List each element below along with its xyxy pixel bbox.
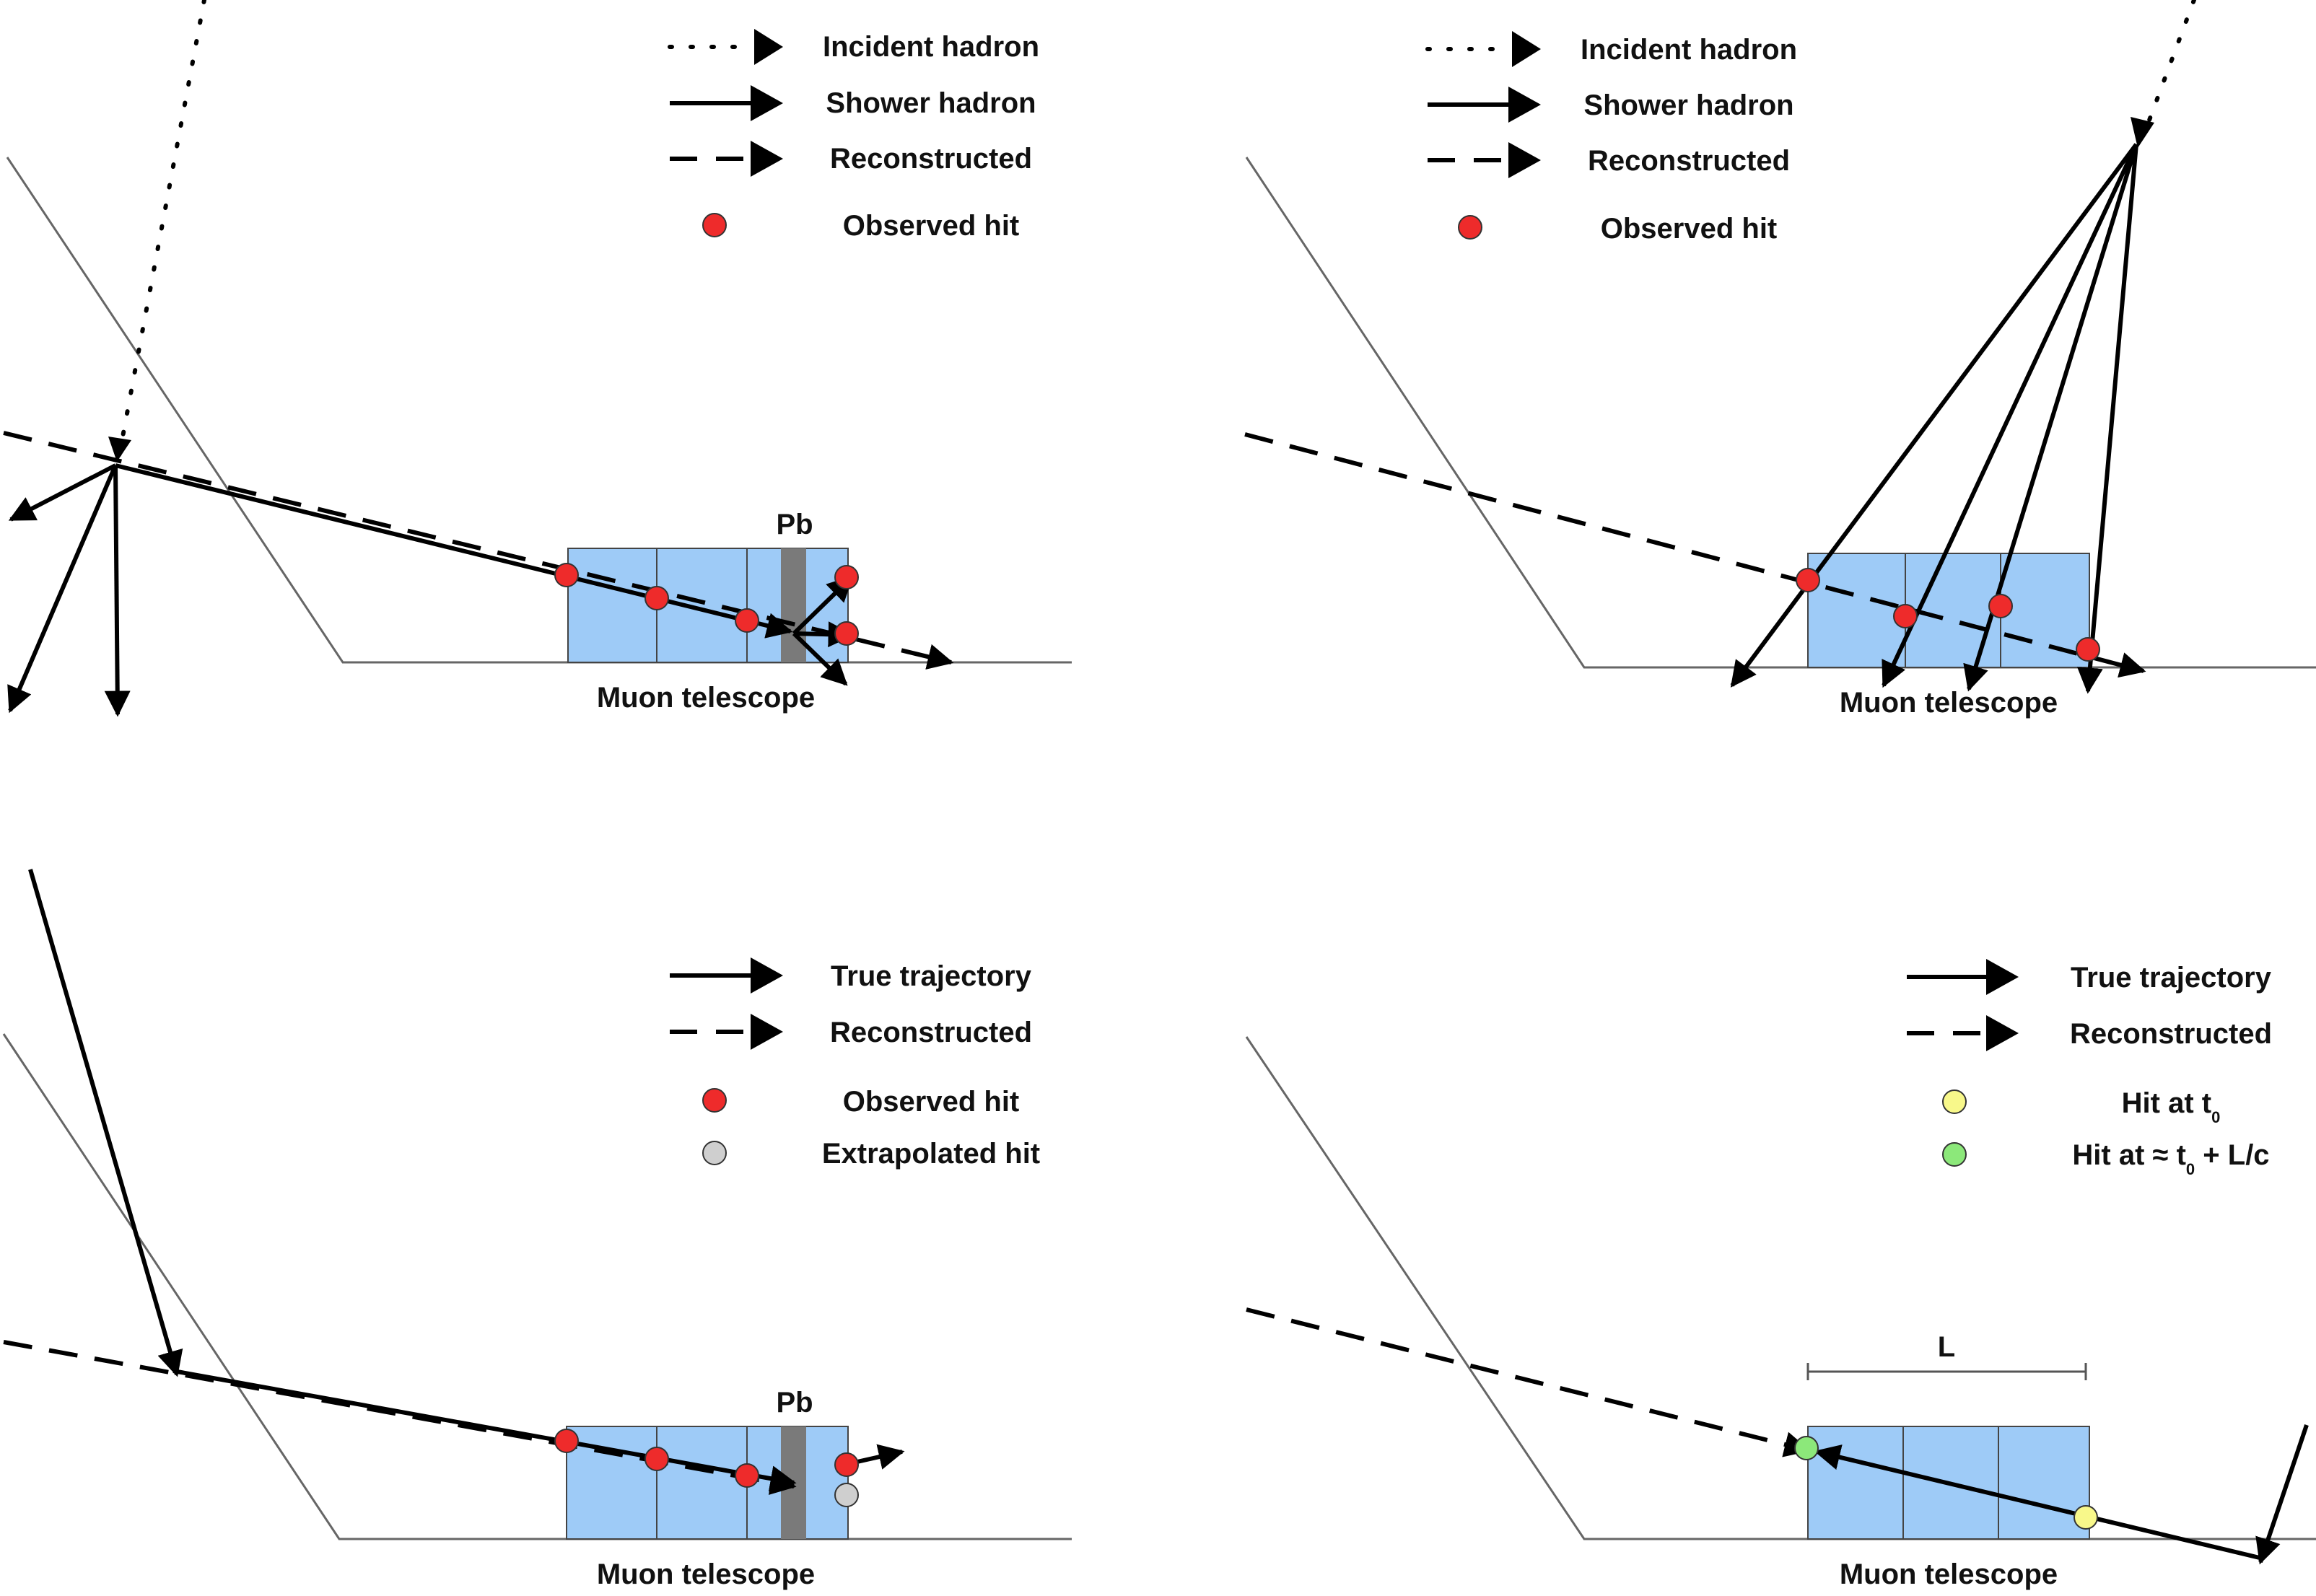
legend-arrowhead <box>754 29 783 65</box>
legend-arrowhead <box>1512 31 1541 67</box>
legend-label-subscript: 0 <box>2211 1108 2220 1126</box>
legend-arrowhead <box>751 141 783 177</box>
observed-hit <box>735 1463 759 1488</box>
incident-hadron-track <box>117 0 206 458</box>
shower-hadron-track <box>104 465 131 717</box>
legend-hit-marker <box>702 213 727 237</box>
observed-hit <box>1988 594 2013 618</box>
legend-hit-tof-marker <box>1942 1142 1967 1167</box>
shower-hadron-track <box>1882 143 2138 688</box>
extrapolated-hit <box>834 1483 859 1507</box>
observed-hit <box>834 621 859 646</box>
legend-label: Hit at t0 <box>2122 1087 2221 1126</box>
legend-label: Extrapolated hit <box>822 1138 1040 1170</box>
true-trajectory <box>172 1369 797 1491</box>
legend-label: Reconstructed <box>2070 1018 2272 1050</box>
shower-hadron-track <box>115 463 793 639</box>
legend-arrowhead <box>1986 959 2019 995</box>
legend: True trajectory Reconstructed Observed h… <box>670 957 1040 1170</box>
true-trajectory <box>28 869 183 1377</box>
legend-label: Hit at ≈ t0 + L/c <box>2072 1139 2269 1178</box>
legend-hit-t0-marker <box>1942 1089 1967 1114</box>
legend: Incident hadron Shower hadron Reconstruc… <box>668 29 1039 242</box>
panel-bottom-left: Pb Muon telescope True trajectory Recons… <box>2 869 1072 1590</box>
telescope-label: Muon telescope <box>597 682 815 714</box>
legend-label: Incident hadron <box>823 31 1039 63</box>
panel-bottom-right: Muon telescope L True trajectory Reconst… <box>1245 959 2316 1590</box>
reconstructed-track <box>1246 1307 1811 1457</box>
observed-hit <box>1796 568 1820 592</box>
shower-hadron-track <box>1730 143 2138 688</box>
legend-arrowhead <box>751 1014 783 1050</box>
reconstructed-track <box>1244 432 2146 678</box>
observed-hit <box>1893 604 1918 628</box>
secondary-track <box>792 631 848 686</box>
legend: True trajectory Reconstructed Hit at t0 … <box>1907 959 2272 1178</box>
legend-label: Shower hadron <box>1583 89 1793 121</box>
legend-label-subscript: 0 <box>2186 1160 2195 1178</box>
observed-hit <box>644 586 669 610</box>
shower-hadron-track <box>2076 144 2138 694</box>
telescope-label: Muon telescope <box>1840 687 2058 719</box>
panel-top-right: Muon telescope Incident hadron Shower ha… <box>1244 0 2316 719</box>
observed-hit <box>2076 637 2100 662</box>
shower-hadron-track <box>7 464 118 714</box>
reconstructed-track <box>3 431 954 670</box>
legend-arrowhead <box>1508 142 1541 178</box>
muon-telescope: Pb Muon telescope <box>567 509 849 714</box>
legend-arrowhead <box>751 85 783 121</box>
observed-hit <box>834 1452 859 1477</box>
legend-label: Observed hit <box>843 1086 1020 1118</box>
observed-hit <box>554 1429 579 1453</box>
legend-label-suffix: + L/c <box>2195 1139 2269 1171</box>
legend-label-main: Hit at t <box>2122 1087 2211 1119</box>
observed-hit <box>735 608 759 633</box>
legend-hit-marker <box>1458 215 1482 240</box>
shower-hadron-track <box>8 463 117 522</box>
legend-label: True trajectory <box>831 960 1032 992</box>
incident-hadron-track <box>2141 0 2196 138</box>
observed-hit <box>644 1447 669 1471</box>
hit-at-t0-plus-l-over-c <box>1794 1436 1819 1460</box>
absorber-label: Pb <box>776 1387 813 1419</box>
absorber-label: Pb <box>776 509 813 540</box>
legend-label: Reconstructed <box>830 143 1032 175</box>
legend-label: Incident hadron <box>1581 34 1797 66</box>
length-bracket: L <box>1806 1331 2087 1380</box>
legend-label: Observed hit <box>843 210 1020 242</box>
legend-arrowhead <box>751 957 783 994</box>
panel-top-left: Pb Muon telescope Incident hadron Shower… <box>3 0 1072 717</box>
terrain-profile <box>1245 157 2316 669</box>
legend-label-main: Hit at ≈ t <box>2072 1139 2186 1171</box>
legend-label: Shower hadron <box>826 87 1036 119</box>
muon-telescope: Pb Muon telescope <box>566 1387 849 1590</box>
hit-at-t0 <box>2074 1505 2098 1530</box>
legend-hit-marker <box>702 1088 727 1113</box>
muon-telescope: Muon telescope <box>1807 1426 2090 1590</box>
legend-arrowhead <box>1508 87 1541 123</box>
legend-label: Reconstructed <box>830 1017 1032 1048</box>
muon-telescope: Muon telescope <box>1807 553 2090 719</box>
incident-hadron-arrowhead <box>2131 117 2154 148</box>
telescope-label: Muon telescope <box>1840 1558 2058 1590</box>
legend: Incident hadron Shower hadron Reconstruc… <box>1425 31 1797 245</box>
telescope-body <box>1807 553 2090 668</box>
lead-absorber <box>781 548 806 662</box>
telescope-label: Muon telescope <box>597 1558 815 1590</box>
true-trajectory <box>2255 1424 2309 1565</box>
incident-hadron-arrowhead <box>108 437 131 462</box>
legend-label: True trajectory <box>2071 962 2272 994</box>
observed-hit <box>554 563 579 587</box>
true-trajectory <box>1814 1444 2263 1561</box>
length-label: L <box>1938 1331 1955 1363</box>
observed-hit <box>834 565 859 589</box>
legend-label: Observed hit <box>1601 213 1778 245</box>
legend-label: Reconstructed <box>1588 145 1790 177</box>
legend-arrowhead <box>1986 1015 2019 1051</box>
legend-extrapolated-marker <box>702 1141 727 1165</box>
